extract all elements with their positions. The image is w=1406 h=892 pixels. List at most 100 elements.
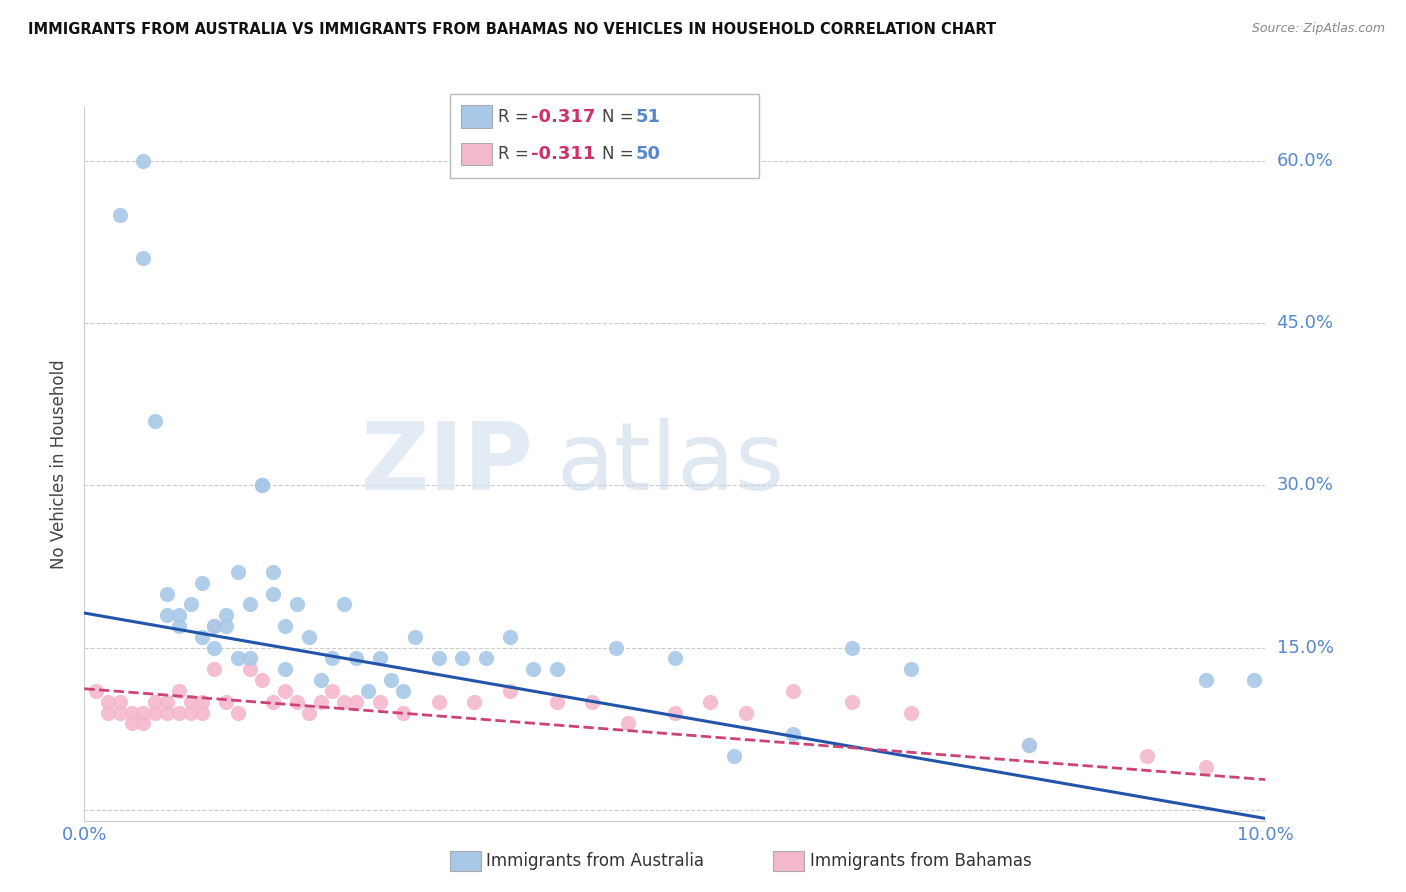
Point (723, 748, 745, 763)
Point (167, 706, 190, 720)
Point (546, 695, 568, 709)
Point (191, 706, 214, 720)
Point (167, 684, 190, 698)
Point (298, 706, 321, 720)
Point (380, 673, 402, 687)
Point (239, 598, 262, 612)
Point (616, 716, 638, 731)
Point (285, 695, 308, 709)
Point (285, 598, 308, 612)
Text: 30.0%: 30.0% (1277, 476, 1333, 494)
Point (215, 695, 238, 709)
Point (900, 706, 922, 720)
Point (156, 608, 179, 623)
Y-axis label: No Vehicles in Household: No Vehicles in Household (51, 359, 69, 569)
Point (734, 706, 756, 720)
Text: atlas: atlas (557, 417, 785, 510)
Text: Source: ZipAtlas.com: Source: ZipAtlas.com (1251, 22, 1385, 36)
Point (180, 598, 202, 612)
Point (250, 478, 273, 492)
Point (202, 619, 225, 633)
Point (274, 662, 297, 676)
Text: Immigrants from Bahamas: Immigrants from Bahamas (810, 852, 1032, 870)
Text: IMMIGRANTS FROM AUSTRALIA VS IMMIGRANTS FROM BAHAMAS NO VEHICLES IN HOUSEHOLD CO: IMMIGRANTS FROM AUSTRALIA VS IMMIGRANTS … (28, 22, 997, 37)
Point (1195, 759, 1218, 773)
Text: R =: R = (498, 108, 534, 126)
Point (143, 706, 166, 720)
Text: N =: N = (602, 145, 638, 163)
Point (900, 662, 922, 676)
Point (309, 673, 332, 687)
Point (309, 695, 332, 709)
Point (344, 695, 367, 709)
Point (108, 208, 131, 222)
Text: 15.0%: 15.0% (1277, 639, 1333, 657)
Point (427, 651, 450, 665)
Point (321, 651, 343, 665)
Point (239, 651, 262, 665)
Point (344, 651, 367, 665)
Point (392, 684, 415, 698)
Point (498, 684, 520, 698)
Point (156, 695, 179, 709)
Point (215, 619, 238, 633)
Point (191, 630, 214, 644)
Point (782, 684, 804, 698)
Point (664, 706, 686, 720)
Point (581, 695, 603, 709)
Point (167, 608, 190, 623)
Point (463, 695, 485, 709)
Point (782, 727, 804, 741)
Point (262, 565, 284, 579)
Point (226, 565, 249, 579)
Point (274, 619, 297, 633)
Point (97, 695, 120, 709)
Point (132, 154, 155, 169)
Point (215, 608, 238, 623)
Text: ZIP: ZIP (360, 417, 533, 510)
Point (202, 640, 225, 655)
Point (546, 662, 568, 676)
Point (108, 695, 131, 709)
Point (191, 695, 214, 709)
Point (522, 662, 544, 676)
Point (333, 598, 356, 612)
Text: 51: 51 (636, 108, 661, 126)
Point (156, 586, 179, 600)
Point (180, 695, 202, 709)
Point (475, 651, 498, 665)
Point (250, 673, 273, 687)
Point (298, 630, 321, 644)
Text: 50: 50 (636, 145, 661, 163)
Point (1243, 673, 1265, 687)
Point (121, 716, 143, 731)
Point (1136, 748, 1159, 763)
Point (1018, 738, 1040, 752)
Point (143, 414, 166, 428)
Point (143, 695, 166, 709)
Point (357, 684, 380, 698)
Point (202, 619, 225, 633)
Text: 60.0%: 60.0% (1277, 153, 1333, 170)
Text: -0.311: -0.311 (531, 145, 596, 163)
Point (156, 706, 179, 720)
Point (250, 478, 273, 492)
Point (404, 630, 426, 644)
Point (1195, 673, 1218, 687)
Point (132, 706, 155, 720)
Point (605, 640, 627, 655)
Point (202, 662, 225, 676)
Point (132, 252, 155, 266)
Point (167, 619, 190, 633)
Text: R =: R = (498, 145, 534, 163)
Point (226, 651, 249, 665)
Point (1018, 738, 1040, 752)
Point (664, 651, 686, 665)
Point (321, 684, 343, 698)
Point (841, 640, 863, 655)
Point (239, 662, 262, 676)
Point (427, 695, 450, 709)
Point (451, 651, 474, 665)
Point (841, 695, 863, 709)
Point (108, 706, 131, 720)
